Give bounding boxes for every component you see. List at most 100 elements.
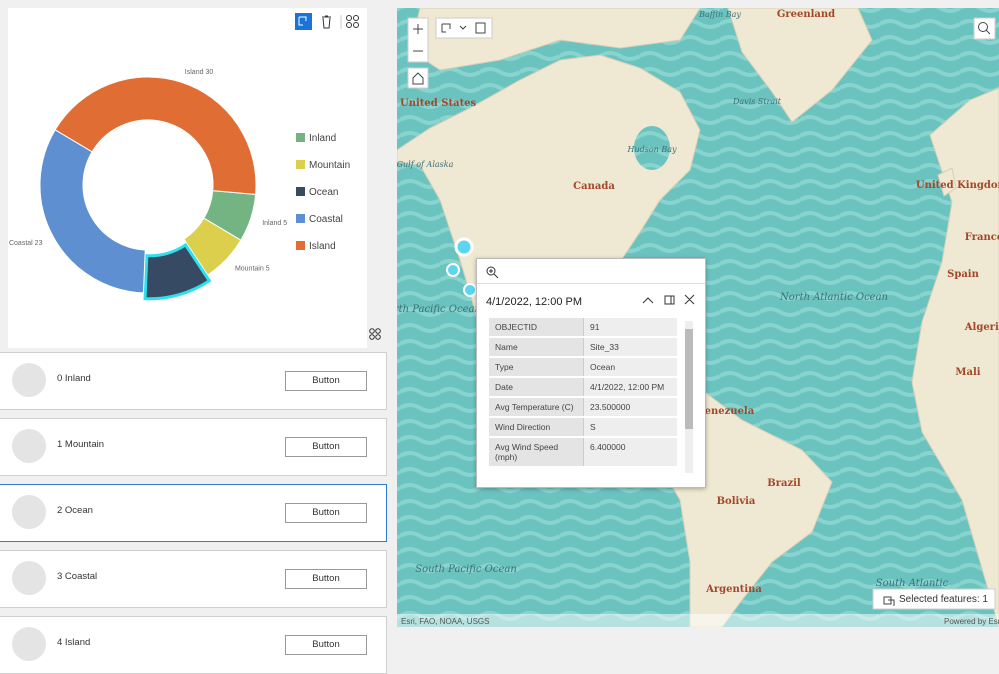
map-label: Spain [947,269,979,280]
map-label: Greenland [777,9,835,20]
list-item: 1 Mountain Button [0,418,387,476]
hudson-bay [634,126,670,170]
data-label: Inland 5 [262,220,287,227]
divider [477,283,705,284]
popup-fields: OBJECTID 91 Name Site_33 Type Ocean Date 4/1/20… [489,316,679,478]
map-label: Gulf of Alaska [397,160,454,169]
slice [183,217,242,276]
map-label: France [965,232,999,243]
zoom-icons [413,24,423,52]
field-row: Avg Wind Speed (mph) 6.400000 [489,438,677,466]
map-label: Mali [955,367,980,378]
map-label: North Pacific Ocean [397,304,481,315]
map-label: North Atlantic Ocean [779,292,888,303]
field-name: Date [489,378,584,396]
fields-table: OBJECTID 91 Name Site_33 Type Ocean Date 4/1/20… [489,316,677,468]
item-button[interactable]: Button [285,503,367,523]
attribution-bar [397,614,999,627]
field-value: Site_33 [584,338,677,356]
slice [143,242,212,301]
item-button[interactable]: Button [285,371,367,391]
home-button[interactable] [407,67,429,89]
point[interactable] [454,237,474,257]
scrollbar[interactable] [685,321,693,473]
map-label: Algeria [964,322,999,333]
layout-tool[interactable] [346,15,359,28]
field-value: 4/1/2022, 12:00 PM [584,378,677,396]
item-label: 3 Coastal [57,571,98,582]
search-icon [985,29,991,35]
field-name: Type [489,358,584,376]
legend-label: Inland [309,133,336,144]
item-button[interactable]: Button [285,437,367,457]
home-icon [412,72,424,85]
item-button[interactable]: Button [285,635,367,655]
map-label: United States [400,98,477,109]
zoom-to[interactable] [485,265,499,279]
field-row: Avg Temperature (C) 23.500000 [489,398,677,416]
list-item: 3 Coastal Button [0,550,387,608]
select-tool[interactable] [295,13,312,30]
map-label: Baffin Bay [698,10,741,19]
data-label-value: 5 [266,266,270,273]
data-label: Coastal 23 [9,240,43,247]
legend-swatch [296,160,305,169]
popup: 4/1/2022, 12:00 PM OBJECTID 91 Name Site_33… [476,258,706,488]
data-label-value: 5 [283,220,287,227]
field-row: Wind Direction S [489,418,677,436]
selection-count: Selected features: 1 [899,594,988,605]
data-label-category: Mountain [235,266,264,273]
field-row: Type Ocean [489,358,677,376]
list-layout-tool[interactable] [369,328,381,340]
avatar [12,363,46,397]
legend-swatch [296,187,305,196]
field-value: 91 [584,318,677,336]
map-label: United Kingdom [916,180,999,191]
map-label: Argentina [705,584,762,595]
field-name: Wind Direction [489,418,584,436]
search-button[interactable] [973,17,996,40]
slice [39,129,146,294]
data-label-category: Inland [262,220,281,227]
field-name: Avg Temperature (C) [489,398,584,416]
legend-label: Island [309,241,336,252]
field-value: 23.500000 [584,398,677,416]
field-row: Name Site_33 [489,338,677,356]
legend-label: Coastal [309,214,343,225]
avatar [12,627,46,661]
item-label: 2 Ocean [57,505,93,516]
field-name: OBJECTID [489,318,584,336]
attribution: Esri, FAO, NOAA, USGS [401,617,489,626]
list-item: 2 Ocean Button [0,484,387,542]
delete-tool[interactable] [322,15,331,29]
list-item: 0 Inland Button [0,352,387,410]
item-label: 4 Island [57,637,91,648]
map-label: Davis Strait [732,97,782,106]
field-value: 6.400000 [584,438,677,466]
powered-by: Powered by Esri [944,617,999,626]
avatar [12,561,46,595]
avatar [12,495,46,529]
avatar [12,429,46,463]
item-button[interactable]: Button [285,569,367,589]
field-row: Date 4/1/2022, 12:00 PM [489,378,677,396]
selection-badge[interactable] [872,588,996,610]
legend-label: Ocean [309,187,338,198]
data-label-value: 23 [35,240,43,247]
legend-swatch [296,133,305,142]
selection-icon [883,596,895,606]
feature-points [446,237,477,297]
map-label: Brazil [767,478,801,489]
field-value: Ocean [584,358,677,376]
data-label-value: 30 [205,69,213,76]
legend-label: Mountain [309,160,350,171]
point[interactable] [463,283,477,297]
list-item: 4 Island Button [0,616,387,674]
map-label: Hudson Bay [626,145,677,154]
map-label: Venezuela [697,406,755,417]
slice [54,76,257,195]
popup-actions[interactable] [641,293,697,307]
point[interactable] [446,263,460,277]
